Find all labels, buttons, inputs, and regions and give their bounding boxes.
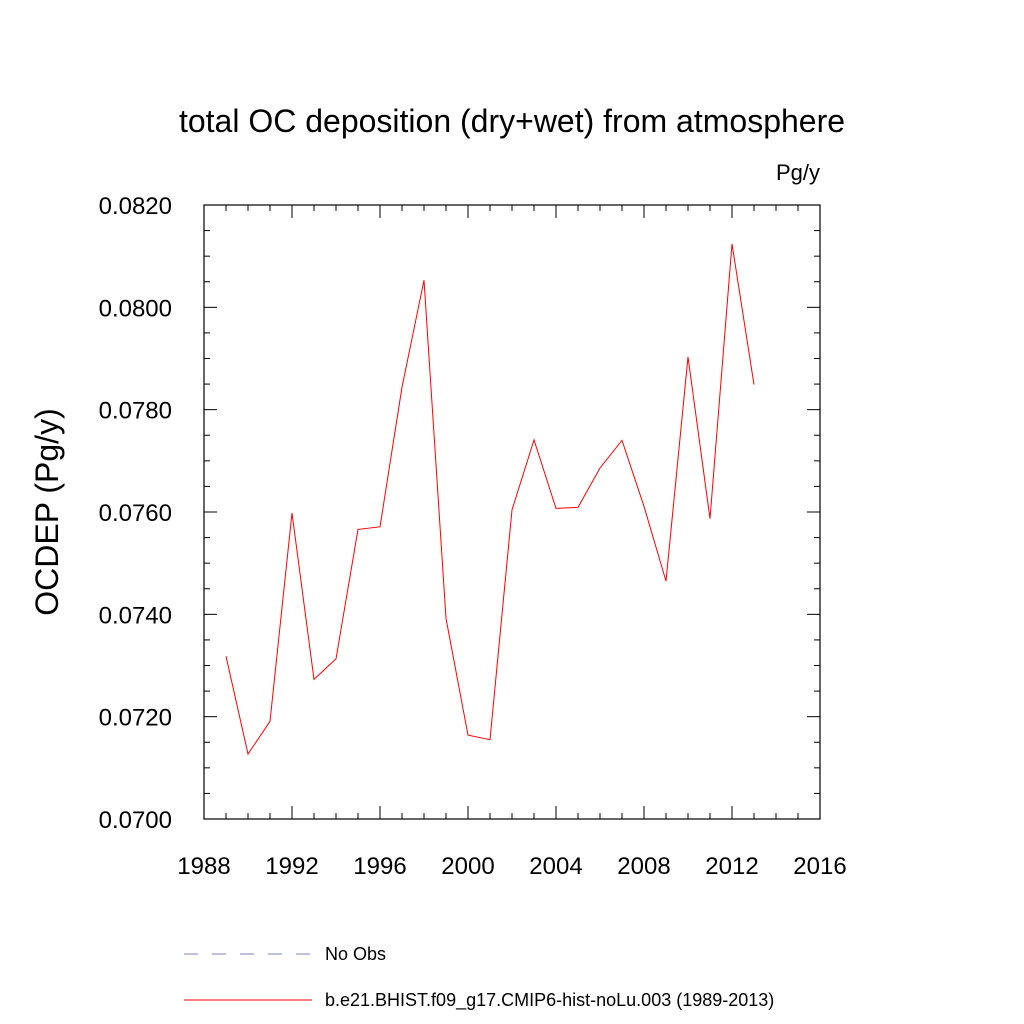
y-tick-label: 0.0780 [99, 398, 172, 425]
series-layer [225, 243, 755, 756]
x-tick-label: 2016 [793, 853, 846, 880]
y-axis-label: OCDEP (Pg/y) [29, 408, 65, 615]
y-tick-label: 0.0700 [99, 807, 172, 834]
x-tick-label: 2008 [617, 853, 670, 880]
x-tick-label: 1996 [353, 853, 406, 880]
y-tick-label: 0.0740 [99, 602, 172, 629]
legend: No Obs b.e21.BHIST.f09_g17.CMIP6-hist-no… [184, 944, 774, 1011]
chart-title: total OC deposition (dry+wet) from atmos… [179, 103, 845, 139]
y-tick-label: 0.0800 [99, 295, 172, 322]
x-tick-label: 2004 [529, 853, 582, 880]
series-line [225, 243, 755, 756]
units-label: Pg/y [776, 160, 820, 185]
y-tick-label: 0.0760 [99, 500, 172, 527]
axis-ticks: 1988 1992 1996 2000 2004 2008 2012 2016 0.0700 0.… [99, 193, 847, 880]
x-tick-label: 2012 [705, 853, 758, 880]
y-tick-label: 0.0820 [99, 193, 172, 220]
legend-label-no-obs: No Obs [325, 944, 386, 964]
legend-label-model: b.e21.BHIST.f09_g17.CMIP6-hist-noLu.003 … [325, 990, 774, 1011]
x-tick-label: 1988 [177, 853, 230, 880]
x-tick-label: 1992 [265, 853, 318, 880]
y-tick-label: 0.0720 [99, 705, 172, 732]
x-tick-label: 2000 [441, 853, 494, 880]
